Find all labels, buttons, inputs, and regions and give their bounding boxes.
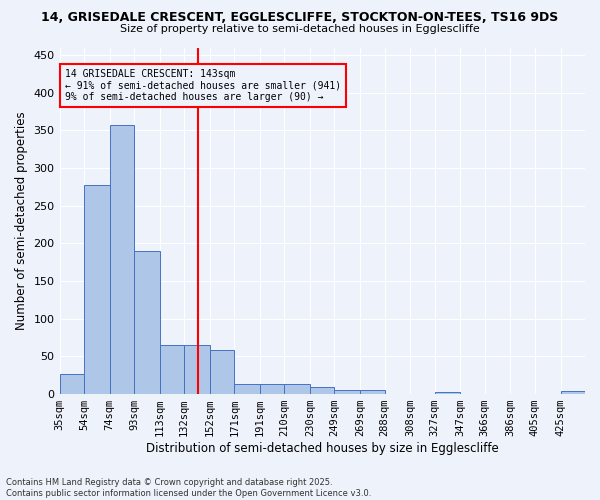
Text: Contains HM Land Registry data © Crown copyright and database right 2025.
Contai: Contains HM Land Registry data © Crown c…	[6, 478, 371, 498]
Y-axis label: Number of semi-detached properties: Number of semi-detached properties	[15, 112, 28, 330]
Bar	[59, 374, 84, 394]
Bar	[234, 384, 260, 394]
Text: 14, GRISEDALE CRESCENT, EGGLESCLIFFE, STOCKTON-ON-TEES, TS16 9DS: 14, GRISEDALE CRESCENT, EGGLESCLIFFE, ST…	[41, 11, 559, 24]
Bar	[284, 384, 310, 394]
X-axis label: Distribution of semi-detached houses by size in Egglescliffe: Distribution of semi-detached houses by …	[146, 442, 499, 455]
Bar	[560, 391, 585, 394]
Bar	[310, 386, 334, 394]
Bar	[260, 384, 284, 394]
Bar	[334, 390, 360, 394]
Text: 14 GRISEDALE CRESCENT: 143sqm
← 91% of semi-detached houses are smaller (941)
9%: 14 GRISEDALE CRESCENT: 143sqm ← 91% of s…	[65, 68, 341, 102]
Bar	[160, 345, 184, 394]
Bar	[360, 390, 385, 394]
Bar	[434, 392, 460, 394]
Bar	[184, 345, 210, 394]
Text: Size of property relative to semi-detached houses in Egglescliffe: Size of property relative to semi-detach…	[120, 24, 480, 34]
Bar	[84, 184, 110, 394]
Bar	[110, 125, 134, 394]
Bar	[134, 251, 160, 394]
Bar	[210, 350, 234, 394]
